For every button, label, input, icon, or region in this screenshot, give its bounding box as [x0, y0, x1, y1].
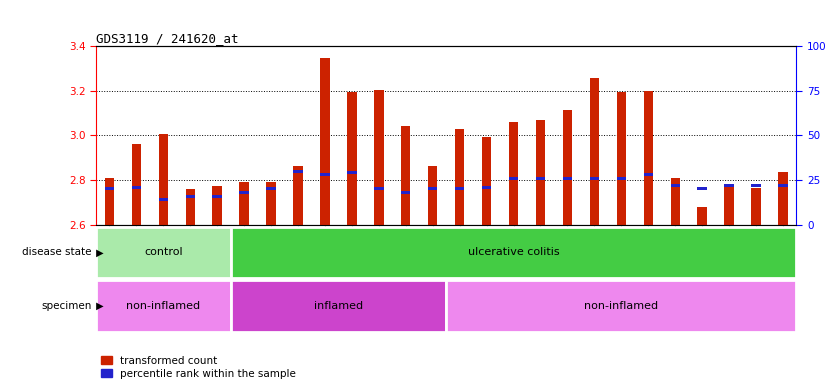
Bar [482, 185, 491, 189]
Bar [132, 185, 141, 189]
Bar [231, 280, 446, 332]
Bar [294, 166, 303, 225]
Bar [778, 184, 787, 187]
Bar [535, 120, 545, 225]
Bar [778, 172, 787, 225]
Bar [401, 126, 410, 225]
Text: ▶: ▶ [93, 247, 104, 258]
Bar [185, 195, 195, 198]
Bar [132, 144, 141, 225]
Bar [509, 177, 518, 180]
Bar [751, 184, 761, 187]
Bar [725, 186, 734, 225]
Bar [231, 227, 796, 278]
Bar [751, 188, 761, 225]
Bar [96, 227, 231, 278]
Bar [509, 121, 518, 225]
Legend: transformed count, percentile rank within the sample: transformed count, percentile rank withi… [101, 356, 296, 379]
Bar [213, 195, 222, 198]
Bar [428, 166, 437, 225]
Bar [347, 92, 357, 225]
Bar [446, 280, 796, 332]
Bar [185, 189, 195, 225]
Bar [455, 187, 465, 190]
Bar [96, 280, 231, 332]
Text: ulcerative colitis: ulcerative colitis [468, 247, 560, 258]
Bar [671, 184, 680, 187]
Bar [697, 187, 707, 190]
Text: disease state: disease state [23, 247, 92, 258]
Bar [644, 91, 653, 225]
Text: non-inflamed: non-inflamed [585, 301, 658, 311]
Text: inflamed: inflamed [314, 301, 363, 311]
Bar [105, 179, 114, 225]
Text: specimen: specimen [42, 301, 92, 311]
Bar [616, 92, 626, 225]
Bar [158, 198, 168, 201]
Bar [239, 191, 249, 194]
Text: ▶: ▶ [93, 301, 104, 311]
Bar [105, 187, 114, 190]
Bar [320, 58, 329, 225]
Bar [266, 182, 276, 225]
Bar [401, 191, 410, 194]
Text: control: control [144, 247, 183, 258]
Bar [671, 178, 680, 225]
Bar [697, 207, 707, 225]
Bar [455, 129, 465, 225]
Bar [347, 171, 357, 174]
Bar [725, 184, 734, 187]
Text: GDS3119 / 241620_at: GDS3119 / 241620_at [96, 32, 239, 45]
Bar [590, 78, 599, 225]
Text: non-inflamed: non-inflamed [126, 301, 200, 311]
Bar [644, 173, 653, 176]
Bar [482, 137, 491, 225]
Bar [374, 89, 384, 225]
Bar [374, 187, 384, 190]
Bar [535, 177, 545, 180]
Bar [158, 134, 168, 225]
Bar [213, 186, 222, 225]
Bar [563, 177, 572, 180]
Bar [239, 182, 249, 225]
Bar [563, 110, 572, 225]
Bar [320, 173, 329, 176]
Bar [428, 187, 437, 190]
Bar [294, 169, 303, 173]
Bar [590, 177, 599, 180]
Bar [266, 187, 276, 190]
Bar [616, 177, 626, 180]
